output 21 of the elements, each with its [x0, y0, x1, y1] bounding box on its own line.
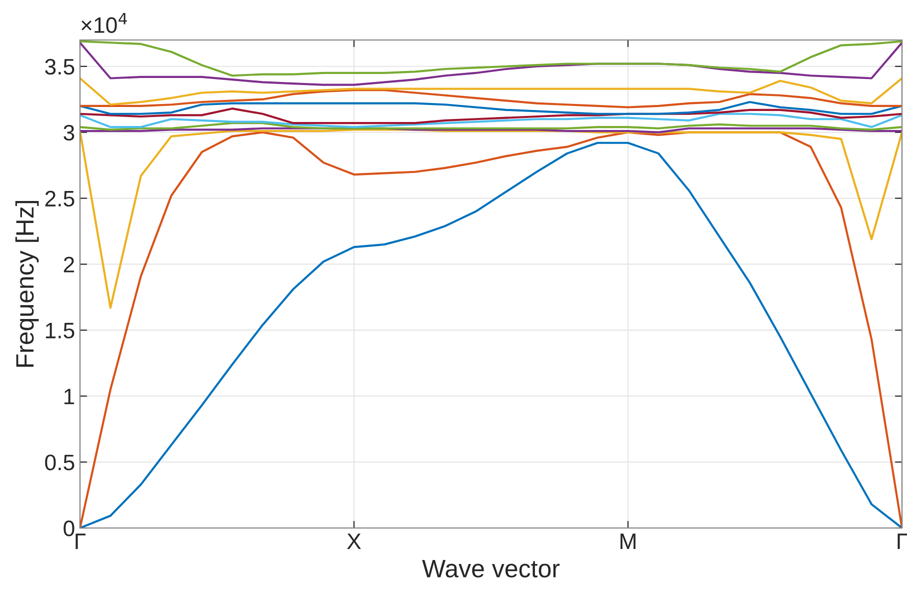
y-tick-label: 0.5	[45, 454, 74, 470]
line-series	[80, 128, 902, 309]
y-tick-label: 0	[64, 520, 74, 536]
x-tick-label: X	[347, 534, 361, 549]
y-tick-label: 3	[64, 124, 74, 141]
y-axis-title: Frequency [Hz]	[15, 201, 39, 367]
line-series	[80, 112, 902, 128]
line-series	[80, 108, 902, 124]
y-tick-label: 3.5	[45, 58, 74, 75]
y-tick-label: 2	[64, 256, 74, 272]
x-tick-label: Γ	[76, 534, 86, 549]
x-tick-label: M	[620, 534, 636, 549]
x-axis-title: Wave vector	[422, 560, 560, 578]
y-tick-label: 2.5	[45, 190, 74, 207]
line-series	[80, 100, 902, 115]
text: ×10$^{4}$	[82, 12, 127, 34]
y-tick-label: 1.5	[46, 322, 74, 338]
line-series	[80, 77, 902, 106]
line-series	[80, 122, 902, 131]
line-series	[80, 89, 902, 108]
y-tick-label: 1	[64, 388, 74, 404]
